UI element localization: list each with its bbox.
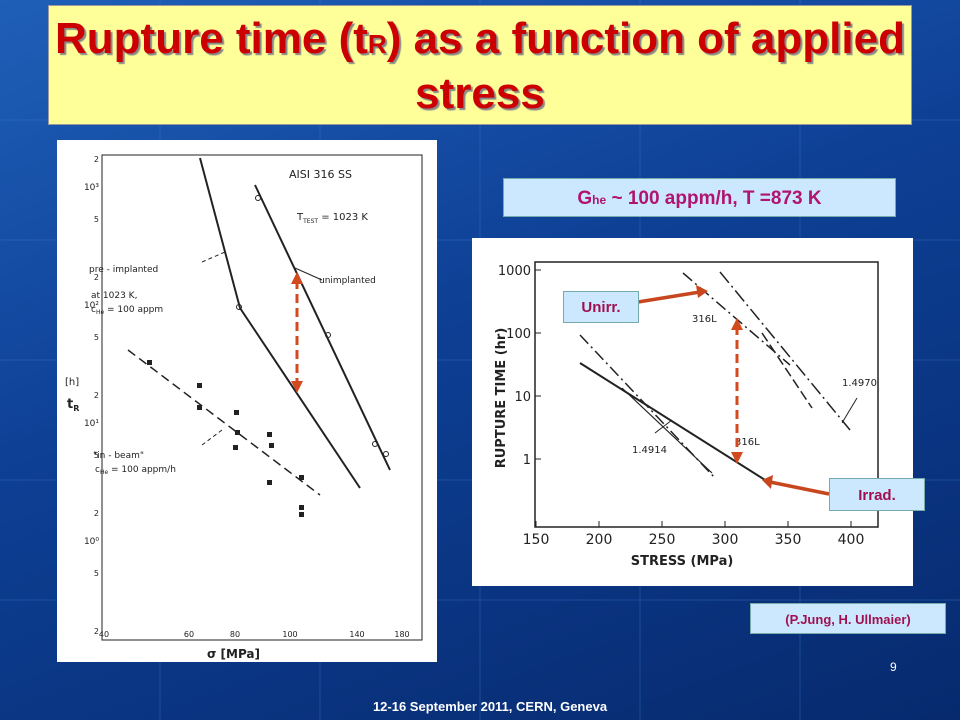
plot-label: TEST — [302, 218, 318, 225]
y-tick-label: 10² — [84, 301, 99, 311]
y-tick-label: 10³ — [84, 183, 99, 193]
y-axis-label: [h] — [65, 377, 79, 388]
page-number: 9 — [890, 660, 897, 674]
plot-label: unimplanted — [319, 276, 376, 286]
y-tick-label: 1 — [523, 453, 531, 468]
y-minor-tick-label: 2 — [94, 391, 99, 400]
plot-label: c — [95, 465, 100, 475]
curve-label: 1.4970 — [842, 378, 877, 389]
x-tick-label: 80 — [230, 630, 240, 639]
title: ) as a function of applied stress — [386, 14, 905, 118]
y-tick-label: 10 — [514, 390, 531, 405]
plot-label: = 1023 K — [318, 212, 368, 223]
x-tick-label: 100 — [282, 630, 297, 639]
left-plot: AISI 316 SS TTEST = 1023 K pre - implant… — [57, 140, 437, 662]
x-ticks: 150 200 250 300 350 400 — [523, 521, 865, 548]
y-minor-tick-label: 2 — [94, 155, 99, 164]
y-axis-label: tR — [67, 397, 79, 413]
x-axis-label: STRESS (MPa) — [631, 554, 734, 569]
plot-label: He — [96, 309, 105, 316]
footer: 12-16 September 2011, CERN, Geneva — [372, 699, 608, 714]
x-tick-label: 150 — [523, 532, 550, 548]
y-minor-tick-label: 5 — [94, 333, 99, 342]
y-axis-label: t — [67, 397, 73, 412]
y-minor-tick-label: 5 — [94, 451, 99, 460]
arrow-head — [731, 318, 743, 330]
condition-box: Ghe ~ 100 appm/h, T =873 K — [503, 178, 896, 217]
x-tick-label: 200 — [586, 532, 613, 548]
y-axis-label: R — [73, 404, 79, 413]
condition-subscript: he — [592, 193, 607, 207]
arrow-head — [291, 381, 303, 393]
arrow-head — [291, 272, 303, 284]
condition-text: ~ 100 appm/h, T =873 K — [606, 188, 822, 209]
plot-label: AISI 316 SS — [289, 168, 352, 181]
title-box: Rupture time (tR) as a function of appli… — [48, 5, 912, 125]
x-tick-label: 140 — [349, 630, 364, 639]
curve-label: 316L — [735, 437, 760, 448]
y-minor-tick-label: 2 — [94, 273, 99, 282]
x-tick-label: 250 — [649, 532, 676, 548]
x-tick-label: 40 — [99, 630, 109, 639]
curve-label: 1.4914 — [632, 445, 667, 456]
plot-label: = 100 appm/h — [108, 465, 176, 475]
plot-label: c — [91, 305, 96, 315]
y-axis-label: RUPTURE TIME (hr) — [494, 328, 509, 469]
x-tick-label: 180 — [394, 630, 409, 639]
plot-label: = 100 appm — [104, 305, 163, 315]
y-tick-label: 10⁰ — [84, 537, 99, 547]
y-minor-tick-label: 2 — [94, 627, 99, 636]
y-tick-label: 10¹ — [84, 419, 99, 429]
right-plot: 316L 1.4970 1.4914 316L RUPTURE TIME (hr… — [472, 238, 913, 586]
citation: (P.Jung, H. Ullmaier) — [750, 603, 946, 634]
condition-text: G — [577, 188, 593, 209]
callout-irradiated: Irrad. — [829, 478, 925, 511]
plot-label: at 1023 K, — [91, 291, 137, 301]
arrow-head — [731, 452, 743, 464]
x-tick-label: 350 — [775, 532, 802, 548]
y-tick-label: 100 — [506, 327, 531, 342]
y-minor-tick-label: 5 — [94, 569, 99, 578]
title: Rupture time (t — [55, 14, 368, 63]
plot-label: pre - implanted — [89, 265, 158, 275]
plot-label: TTEST = 1023 K — [296, 212, 368, 225]
y-ticks: 1000 100 10 1 — [498, 264, 541, 468]
y-tick-label: 1000 — [498, 264, 531, 279]
plot-label: cHe = 100 appm — [91, 305, 163, 316]
x-tick-label: 400 — [838, 532, 865, 548]
title-subscript: R — [367, 29, 387, 59]
x-ticks: 40 60 80 100 140 180 — [99, 630, 410, 639]
plot-label: T — [296, 212, 304, 223]
plot-label: "in - beam" — [93, 451, 144, 461]
plot-label: cHe = 100 appm/h — [95, 465, 176, 476]
x-tick-label: 60 — [184, 630, 194, 639]
y-minor-tick-label: 2 — [94, 509, 99, 518]
callout-unirradiated: Unirr. — [563, 291, 639, 323]
y-ticks: 10³10²10¹10⁰25252525252 — [84, 155, 99, 636]
x-axis-label: σ [MPa] — [207, 647, 260, 661]
plot-label: He — [100, 469, 109, 476]
y-minor-tick-label: 5 — [94, 215, 99, 224]
x-tick-label: 300 — [712, 532, 739, 548]
curve-label: 316L — [692, 314, 717, 325]
